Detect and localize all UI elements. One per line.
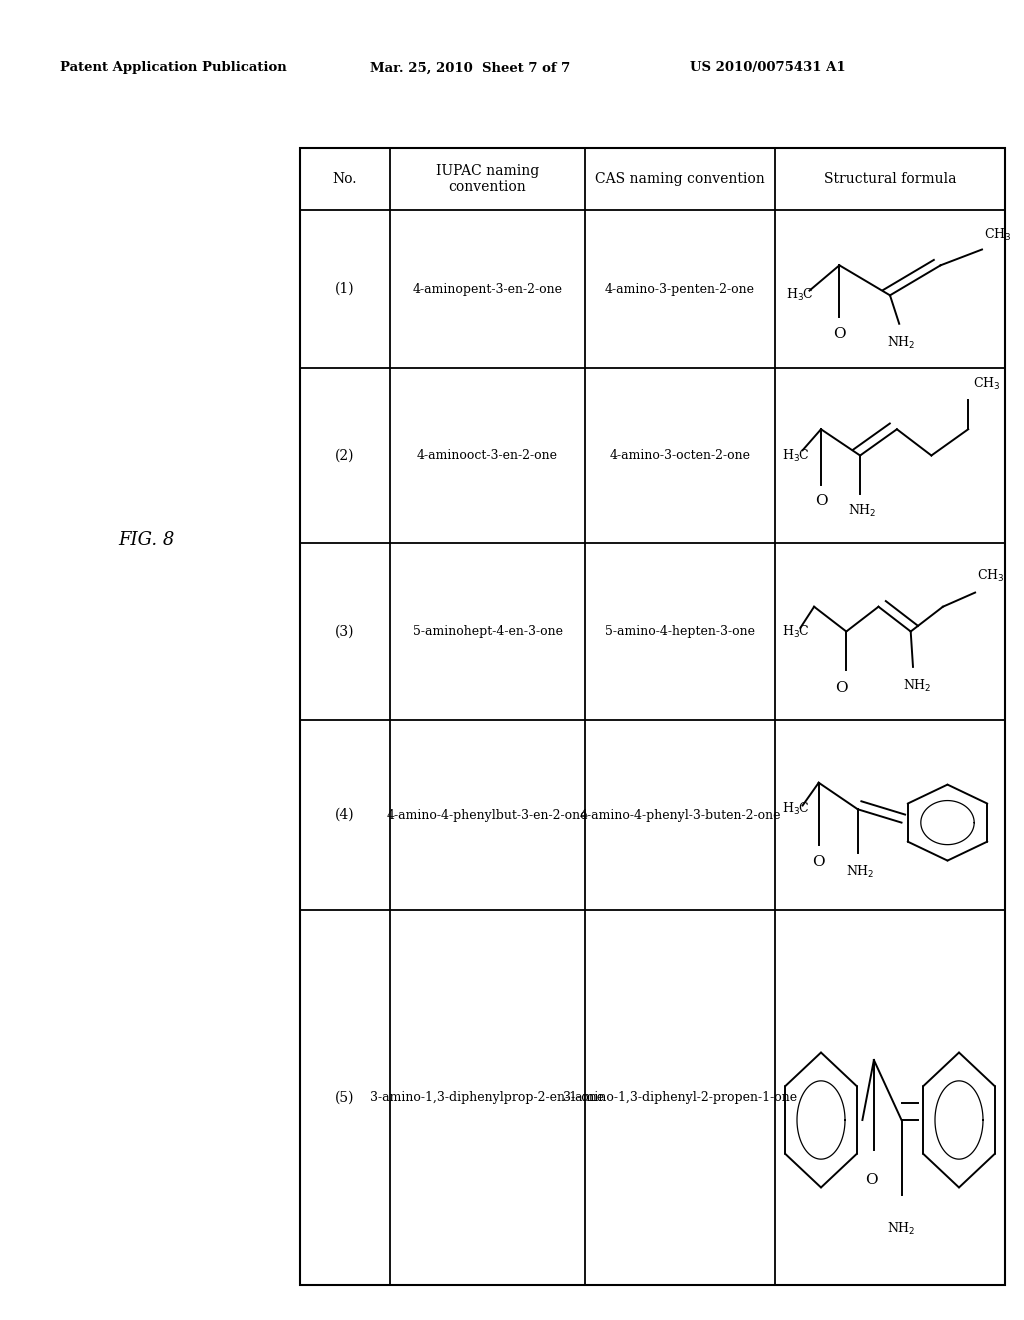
Text: H$_3$C: H$_3$C bbox=[782, 801, 810, 817]
Text: 4-amino-3-octen-2-one: 4-amino-3-octen-2-one bbox=[609, 449, 751, 462]
Text: IUPAC naming: IUPAC naming bbox=[436, 164, 539, 178]
Text: No.: No. bbox=[333, 172, 357, 186]
Text: 4-amino-4-phenylbut-3-en-2-one: 4-amino-4-phenylbut-3-en-2-one bbox=[387, 808, 588, 821]
Text: O: O bbox=[865, 1172, 878, 1187]
Text: NH$_2$: NH$_2$ bbox=[887, 1221, 915, 1237]
Text: CH$_3$: CH$_3$ bbox=[973, 376, 1000, 392]
Text: NH$_2$: NH$_2$ bbox=[887, 335, 915, 351]
Text: O: O bbox=[815, 494, 827, 508]
Text: CAS naming convention: CAS naming convention bbox=[595, 172, 765, 186]
Text: FIG. 8: FIG. 8 bbox=[118, 531, 174, 549]
Text: Patent Application Publication: Patent Application Publication bbox=[60, 62, 287, 74]
Text: 5-amino-4-hepten-3-one: 5-amino-4-hepten-3-one bbox=[605, 624, 755, 638]
Text: O: O bbox=[834, 327, 846, 341]
Text: O: O bbox=[836, 681, 848, 696]
Text: 4-amino-4-phenyl-3-buten-2-one: 4-amino-4-phenyl-3-buten-2-one bbox=[580, 808, 780, 821]
Text: NH$_2$: NH$_2$ bbox=[903, 677, 932, 693]
Text: CH$_3$: CH$_3$ bbox=[984, 227, 1012, 243]
Text: 5-aminohept-4-en-3-one: 5-aminohept-4-en-3-one bbox=[413, 624, 562, 638]
Bar bbox=[300, 148, 1005, 1284]
Text: H$_3$C: H$_3$C bbox=[782, 447, 810, 463]
Text: Structural formula: Structural formula bbox=[823, 172, 956, 186]
Text: H$_3$C: H$_3$C bbox=[786, 288, 814, 304]
Text: CH$_3$: CH$_3$ bbox=[977, 568, 1005, 583]
Text: NH$_2$: NH$_2$ bbox=[846, 865, 874, 880]
Text: (4): (4) bbox=[335, 808, 354, 822]
Text: 3-amino-1,3-diphenyl-2-propen-1-one: 3-amino-1,3-diphenyl-2-propen-1-one bbox=[563, 1092, 797, 1104]
Text: 4-amino-3-penten-2-one: 4-amino-3-penten-2-one bbox=[605, 282, 755, 296]
Text: 3-amino-1,3-diphenylprop-2-en-1-one: 3-amino-1,3-diphenylprop-2-en-1-one bbox=[371, 1092, 604, 1104]
Text: Mar. 25, 2010  Sheet 7 of 7: Mar. 25, 2010 Sheet 7 of 7 bbox=[370, 62, 570, 74]
Text: convention: convention bbox=[449, 180, 526, 194]
Text: 4-aminopent-3-en-2-one: 4-aminopent-3-en-2-one bbox=[413, 282, 562, 296]
Text: US 2010/0075431 A1: US 2010/0075431 A1 bbox=[690, 62, 846, 74]
Text: (2): (2) bbox=[335, 449, 354, 462]
Text: (5): (5) bbox=[335, 1090, 354, 1105]
Text: NH$_2$: NH$_2$ bbox=[848, 503, 877, 519]
Text: O: O bbox=[812, 855, 825, 869]
Text: H$_3$C: H$_3$C bbox=[782, 623, 810, 640]
Text: 4-aminooct-3-en-2-one: 4-aminooct-3-en-2-one bbox=[417, 449, 558, 462]
Text: (1): (1) bbox=[335, 282, 354, 296]
Text: (3): (3) bbox=[335, 624, 354, 639]
